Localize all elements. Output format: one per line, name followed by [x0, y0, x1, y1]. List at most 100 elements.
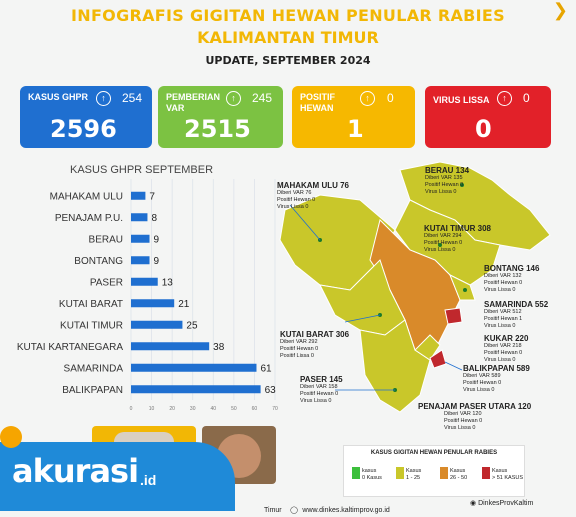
- card-label: PEMBERIAN VAR: [166, 92, 221, 113]
- map-region-bontang: [449, 273, 476, 301]
- region-line: Diberi VAR 135: [425, 175, 463, 181]
- card-increase: 245: [252, 91, 273, 105]
- map-legend: KASUS GIGITAN HEWAN PENULAR RABIES kasus…: [343, 445, 525, 497]
- category-label: MAHAKAM ULU: [50, 191, 123, 202]
- card-label: VIRUS LISSA: [433, 95, 490, 105]
- region-name: PASER 145: [300, 375, 343, 384]
- bar: [131, 363, 257, 372]
- arrow-up-icon: ↑: [96, 91, 111, 106]
- bar: [131, 320, 183, 329]
- x-tick-label: 20: [169, 406, 175, 410]
- map-label-mahakam-ulu: MAHAKAM ULU 76 Diberi VAR 76 Positif Hew…: [277, 181, 349, 211]
- x-tick-label: 0: [130, 406, 133, 410]
- region-line: Virus Lissa 0: [300, 398, 332, 404]
- region-name: KUKAR 220: [484, 334, 529, 343]
- footer-left: Timur ◯ www.dinkes.kaltimprov.go.id: [264, 499, 390, 517]
- bar: [131, 191, 146, 200]
- region-line: Diberi VAR 294: [424, 233, 462, 239]
- card-increase: 0: [523, 91, 530, 105]
- card-label: POSITIF HEWAN: [300, 92, 336, 113]
- region-line: Diberi VAR 512: [484, 309, 522, 315]
- region-line: Diberi VAR 292: [280, 339, 318, 345]
- x-tick-label: 30: [190, 406, 196, 410]
- region-line: Diberi VAR 218: [484, 343, 522, 349]
- data-label: 7: [149, 191, 155, 202]
- card-positif-hewan: POSITIF HEWAN ↑ 0 1: [292, 86, 415, 148]
- data-label: 8: [151, 213, 157, 224]
- legend-text: Kasus 1 - 25: [406, 468, 422, 481]
- data-label: 21: [178, 299, 190, 310]
- region-line: Positif Hewan 0: [484, 350, 523, 356]
- map-label-kutai-barat: KUTAI BARAT 306 Diberi VAR 292 Positif H…: [280, 330, 349, 360]
- brand-banner: [0, 442, 235, 511]
- region-name: BERAU 134: [425, 166, 470, 175]
- map-marker-bontang: [463, 288, 467, 292]
- region-line: Virus Lissa 0: [463, 387, 495, 393]
- region-line: Positif Hewan 0: [277, 197, 316, 203]
- category-label: PENAJAM P.U.: [55, 213, 123, 224]
- region-name: SAMARINDA 552: [484, 300, 549, 309]
- category-label: PASER: [90, 277, 123, 288]
- footer-social-handle[interactable]: DinkesProvKaltim: [478, 500, 534, 507]
- card-increase: 0: [387, 91, 394, 105]
- card-total: 2515: [184, 115, 251, 143]
- card-total: 1: [347, 115, 364, 143]
- category-label: BONTANG: [74, 256, 123, 267]
- brand-dot: [0, 426, 22, 448]
- region-line: Positif Hewan 0: [444, 418, 483, 424]
- bar: [131, 299, 175, 308]
- footer-social: ◉ DinkesProvKaltim: [470, 499, 533, 507]
- card-total: 0: [475, 115, 492, 143]
- map-leader-kutai-barat: [344, 314, 381, 323]
- region-line: Positif Hewan 1: [484, 316, 523, 322]
- map-region-balikpapan: [429, 349, 447, 369]
- region-line: Positif Hewan 0: [280, 346, 319, 352]
- x-tick-label: 40: [211, 406, 217, 410]
- x-tick-label: 10: [149, 406, 155, 410]
- legend-text: kasus 0 Kasus: [362, 468, 382, 481]
- card-virus-lissa: VIRUS LISSA ↑ 0 0: [425, 86, 551, 148]
- chart-title: KASUS GHPR SEPTEMBER: [70, 164, 214, 176]
- chevron-icon[interactable]: ❯: [552, 0, 568, 20]
- map-leader-mahakam-ulu: [289, 204, 321, 241]
- region-line: Positif Hewan 0: [300, 391, 339, 397]
- region-line: Positif Lissa 0: [280, 353, 314, 359]
- region-name: PENAJAM PASER UTARA 120: [418, 402, 532, 411]
- region-name: BONTANG 146: [484, 264, 540, 273]
- data-label: 38: [213, 342, 225, 353]
- bar: [131, 277, 158, 286]
- legend-text: Kasus 26 - 50: [450, 468, 468, 481]
- map-leader-balikpapan: [444, 361, 463, 371]
- bar: [131, 256, 150, 265]
- arrow-up-icon: ↑: [497, 91, 512, 106]
- data-label: 63: [265, 385, 277, 396]
- x-tick-label: 60: [252, 406, 258, 410]
- data-label: 9: [154, 256, 160, 267]
- card-increase: 254: [122, 91, 143, 105]
- region-line: Positif Hewan 0: [463, 380, 502, 386]
- map-region-paser: [359, 319, 431, 413]
- card-pemberian-var: PEMBERIAN VAR ↑ 245 2515: [158, 86, 283, 148]
- legend-swatch: [482, 467, 490, 479]
- legend-title: KASUS GIGITAN HEWAN PENULAR RABIES: [370, 450, 498, 456]
- map-label-kukar: KUKAR 220 Diberi VAR 218 Positif Hewan 0…: [484, 334, 528, 364]
- region-line: Virus Lissa 0: [484, 323, 516, 329]
- legend-swatch: [396, 467, 404, 479]
- data-label: 61: [260, 363, 272, 374]
- region-line: Diberi VAR 158: [300, 384, 338, 390]
- kaltim-map: [279, 161, 551, 413]
- region-name: MAHAKAM ULU 76: [277, 181, 349, 190]
- card-kasus-ghpr: KASUS GHPR ↑ 254 2596: [20, 86, 152, 148]
- map-region-ppu: [414, 334, 441, 361]
- map-label-bontang: BONTANG 146 Diberi VAR 132 Positif Hewan…: [484, 264, 539, 294]
- x-tick-label: 70: [272, 406, 278, 410]
- region-line: Diberi VAR 120: [444, 411, 482, 417]
- region-line: Virus Lissa 0: [444, 425, 476, 431]
- region-line: Positif Hewan 0: [484, 280, 523, 286]
- infographic-subtitle: KALIMANTAN TIMUR: [197, 28, 379, 47]
- region-line: Virus Lissa 0: [484, 287, 516, 293]
- infographic-title: INFOGRAFIS GIGITAN HEWAN PENULAR RABIES: [71, 6, 505, 25]
- region-line: Virus Lissa 0: [277, 204, 309, 210]
- region-line: Virus Lissa 0: [425, 189, 457, 195]
- region-name: KUTAI TIMUR 308: [424, 224, 491, 233]
